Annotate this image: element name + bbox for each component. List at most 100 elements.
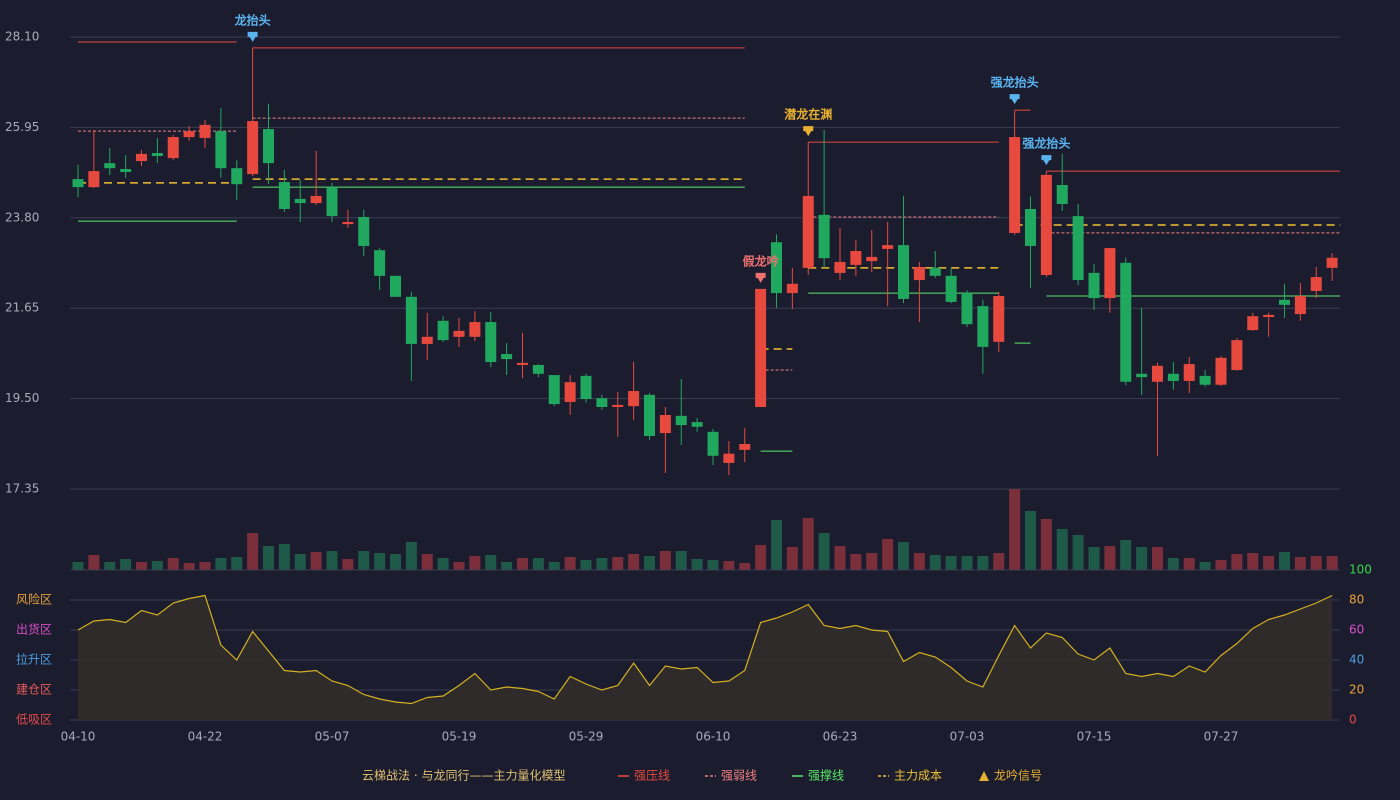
- candle-body: [913, 266, 925, 281]
- zone-label: 风险区: [16, 592, 52, 607]
- volume-bar: [771, 520, 782, 570]
- signal-label: 龙抬头: [235, 12, 271, 27]
- y-tick-label: 28.10: [5, 30, 39, 44]
- signal-arrow: [755, 272, 766, 283]
- candle-body: [1040, 174, 1052, 275]
- candle-body: [1183, 364, 1195, 381]
- volume-bar: [596, 558, 608, 570]
- candle-body: [1326, 257, 1338, 268]
- candle-body: [644, 394, 655, 437]
- candle-body: [104, 163, 116, 169]
- volume-bar: [628, 554, 640, 570]
- zone-label: 拉升区: [16, 652, 52, 667]
- zone-label: 低吸区: [16, 713, 52, 727]
- volume-bar: [342, 559, 354, 570]
- candle-body: [199, 124, 211, 138]
- x-tick-label: 06-23: [823, 730, 858, 744]
- candle-body: [151, 153, 163, 156]
- legend-swatch: [979, 771, 989, 781]
- candle-body: [532, 364, 544, 374]
- volume-bar: [405, 542, 417, 570]
- candle-body: [1310, 277, 1322, 291]
- candle-body: [882, 245, 894, 249]
- candle-body: [437, 320, 449, 341]
- candle-body: [977, 306, 989, 347]
- volume-bar: [310, 552, 322, 570]
- candle-body: [278, 182, 290, 209]
- volume-bar: [517, 558, 528, 570]
- volume-bar: [739, 563, 751, 570]
- volume-bar: [263, 546, 274, 570]
- candle-body: [612, 404, 624, 408]
- candle-body: [1072, 216, 1084, 281]
- signal-label: 潜龙在渊: [784, 107, 832, 122]
- indicator-tick-label: 0: [1349, 713, 1357, 727]
- candle-body: [1263, 314, 1275, 318]
- candle-body: [818, 214, 830, 259]
- candle-body: [834, 261, 846, 273]
- candle-body: [548, 375, 560, 405]
- volume-bar: [501, 562, 513, 570]
- volume-bar: [532, 558, 544, 570]
- volume-bar: [1247, 553, 1259, 570]
- x-tick-label: 07-15: [1077, 730, 1112, 744]
- volume-bar: [802, 518, 814, 570]
- candle-body: [628, 391, 640, 407]
- candle-body: [802, 195, 814, 268]
- candle-body: [993, 296, 1005, 342]
- y-tick-label: 23.80: [5, 210, 39, 224]
- volume-bar: [882, 539, 894, 570]
- zone-label: 建仓区: [16, 683, 52, 697]
- volume-bar: [215, 558, 227, 570]
- volume-bar: [151, 561, 163, 570]
- candle-body: [771, 242, 782, 294]
- legend-label: 龙吟信号: [994, 768, 1042, 783]
- signal-arrow: [247, 31, 258, 42]
- volume-bar: [1167, 558, 1179, 570]
- y-tick-label: 25.95: [5, 120, 39, 134]
- candle-body: [120, 169, 132, 172]
- volume-bar: [1279, 552, 1290, 570]
- candle-body: [1136, 373, 1148, 378]
- candle-body: [723, 453, 735, 463]
- volume-bar: [199, 562, 211, 570]
- x-tick-label: 04-22: [188, 730, 223, 744]
- candle-body: [850, 251, 862, 265]
- candle-body: [707, 431, 719, 456]
- candle-body: [898, 245, 909, 299]
- candle-body: [136, 153, 147, 162]
- candle-body: [1104, 248, 1116, 299]
- volume-bar: [421, 554, 433, 570]
- signal-arrow: [1009, 94, 1020, 105]
- candle-body: [1025, 208, 1036, 246]
- volume-bar: [326, 551, 338, 570]
- candle-body: [342, 222, 354, 225]
- candle-body: [1199, 375, 1211, 385]
- x-tick-label: 05-29: [569, 730, 604, 744]
- candle-body: [374, 250, 386, 276]
- volume-bar: [707, 560, 719, 570]
- candle-body: [485, 322, 497, 363]
- volume-bar: [247, 533, 259, 570]
- candle-body: [866, 256, 878, 262]
- candle-body: [739, 444, 751, 450]
- indicator-tick-label: 60: [1349, 623, 1364, 637]
- volume-bar: [1025, 511, 1036, 570]
- candle-body: [72, 179, 84, 188]
- y-tick-label: 19.50: [5, 391, 39, 405]
- volume-bar: [1072, 535, 1084, 570]
- legend-label: 主力成本: [894, 769, 942, 783]
- candle-body: [691, 422, 703, 427]
- signal-arrow: [1041, 155, 1052, 166]
- volume-bar: [231, 557, 243, 570]
- volume-bar: [1056, 529, 1068, 570]
- candle-body: [358, 216, 370, 246]
- volume-bar: [278, 544, 290, 570]
- volume-bar: [818, 533, 830, 570]
- candle-body: [310, 195, 322, 204]
- candle-body: [1120, 262, 1132, 382]
- volume-bar: [866, 553, 878, 570]
- volume-bar: [1199, 562, 1211, 570]
- volume-bar: [675, 551, 687, 570]
- y-tick-label: 17.35: [5, 482, 39, 496]
